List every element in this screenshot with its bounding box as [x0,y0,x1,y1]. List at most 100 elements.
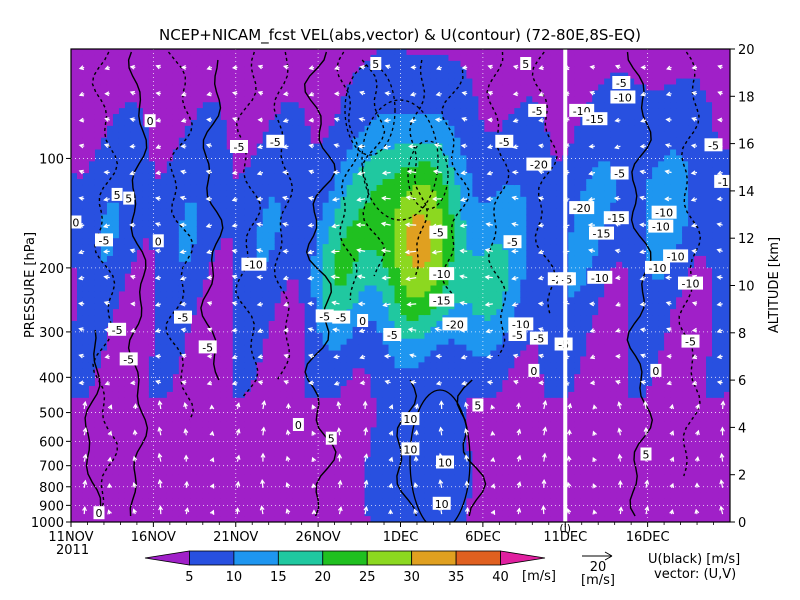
field-cell [382,49,390,56]
field-cell [430,421,438,428]
field-cell [346,167,354,174]
field-cell [376,315,384,322]
field-cell [376,214,384,222]
field-cell [106,350,114,358]
field-cell [172,143,180,151]
field-cell [82,255,90,263]
field-cell [160,380,168,387]
field-cell [220,362,228,369]
field-cell [304,238,312,245]
field-cell [442,114,450,121]
field-cell [112,232,120,239]
field-cell [148,220,156,227]
field-cell [220,250,228,257]
field-cell [262,445,270,452]
field-cell [298,49,306,56]
field-cell [406,391,414,399]
field-cell [76,179,84,186]
field-cell [262,297,270,304]
field-cell [232,439,240,446]
field-cell [280,433,288,440]
field-cell [370,137,378,145]
field-cell [82,391,90,399]
field-cell [310,409,318,417]
field-cell [88,143,96,151]
field-cell [238,155,246,162]
field-cell [340,232,348,239]
field-cell [190,196,198,204]
field-cell [418,255,426,263]
field-cell [370,261,378,269]
field-cell [118,332,126,340]
field-cell [424,285,432,293]
field-cell [424,226,432,233]
field-cell [424,445,432,452]
field-cell [112,480,120,488]
field-cell [400,468,408,476]
field-cell [316,54,324,62]
field-cell [262,167,270,174]
field-cell [346,439,354,446]
field-cell [178,492,186,499]
field-cell [250,474,258,482]
field-cell [184,255,192,263]
field-cell [226,54,234,62]
field-cell [238,368,246,375]
field-cell [310,167,318,174]
field-cell [424,297,432,304]
field-cell [178,510,186,517]
field-cell [310,250,318,257]
field-cell [112,244,120,251]
field-cell [124,102,132,109]
field-cell [430,72,438,80]
field-cell [394,137,402,145]
field-cell [88,456,96,464]
field-cell [280,60,288,68]
field-cell [298,380,306,387]
field-cell [358,96,366,103]
field-cell [82,131,90,139]
field-cell [160,137,168,145]
field-cell [190,66,198,74]
field-cell [442,196,450,204]
field-cell [148,433,156,440]
field-cell [238,96,246,103]
field-cell [364,220,372,227]
field-cell [298,498,306,505]
field-cell [154,102,162,109]
field-cell [406,220,414,227]
field-cell [178,196,186,204]
field-cell [412,332,420,340]
field-cell [118,516,126,522]
field-cell [71,202,78,210]
field-cell [268,202,276,210]
field-cell [382,338,390,346]
field-cell [244,161,252,168]
field-cell [214,516,222,522]
field-cell [268,102,276,109]
field-cell [364,238,372,245]
field-cell [256,226,264,233]
field-cell [262,119,270,127]
field-cell [340,380,348,387]
field-cell [364,332,372,340]
field-cell [442,131,450,139]
field-cell [148,291,156,298]
field-cell [190,504,198,511]
field-cell [436,184,444,192]
field-cell [244,344,252,352]
field-cell [142,492,150,499]
field-cell [262,451,270,458]
field-cell [334,108,342,115]
field-cell [118,72,126,80]
field-cell [346,362,354,369]
field-cell [370,291,378,298]
field-cell [82,119,90,127]
field-cell [352,474,360,482]
field-cell [154,267,162,275]
field-cell [286,184,294,192]
field-cell [160,238,168,245]
field-cell [322,456,330,464]
field-cell [136,451,144,458]
field-cell [430,279,438,287]
